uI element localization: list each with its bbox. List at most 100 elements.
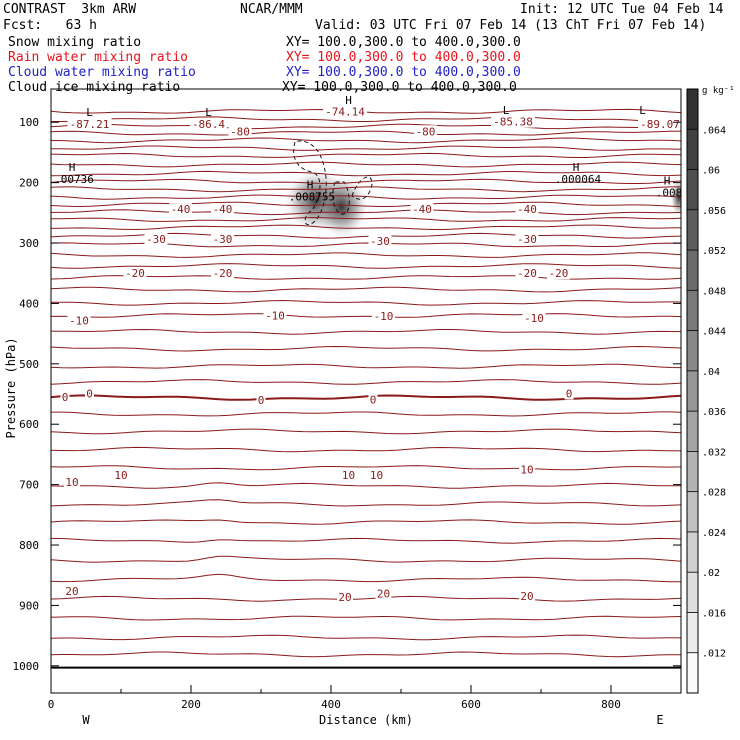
y-tick-label: 500	[19, 358, 39, 371]
contour-label-bg	[564, 387, 574, 400]
temperature-contour	[51, 209, 681, 216]
contour-label: -20	[549, 267, 569, 280]
y-tick-label: 1000	[13, 660, 40, 673]
field-xy-snow: XY= 100.0,300.0 to 400.0,300.0	[286, 35, 521, 50]
contour-label-bg	[547, 267, 570, 280]
contour-label-bg	[515, 232, 539, 245]
contour-label-bg	[375, 587, 392, 600]
temperature-contour	[51, 595, 681, 602]
temperature-contour	[51, 411, 681, 417]
extremum-mark: L	[639, 104, 646, 117]
field-xy-rain: XY= 100.0,300.0 to 400.0,300.0	[286, 50, 521, 65]
temperature-contour	[51, 116, 681, 122]
contour-label: 20	[65, 585, 78, 598]
colorbar-label: .044	[702, 327, 726, 338]
contour-label-bg	[113, 468, 129, 481]
colorbar-segment	[687, 531, 698, 573]
contour-label-bg	[368, 235, 392, 248]
contour-label-bg	[169, 203, 192, 216]
contour-label: 20	[377, 587, 390, 600]
temperature-contour	[51, 394, 681, 401]
colorbar-segment	[687, 209, 698, 251]
field-name-snow: Snow mixing ratio	[8, 35, 142, 50]
contour-label-bg	[414, 125, 437, 138]
x-tick-label: 600	[461, 698, 481, 711]
extremum-mark: H	[664, 174, 671, 187]
contour-label-bg	[323, 105, 367, 118]
colorbar-label: .024	[702, 528, 726, 539]
contour-label-bg	[522, 311, 546, 324]
extremum-mark: H	[69, 161, 76, 174]
forecast-hour: Fcst: 63 h	[3, 18, 97, 33]
x-tick-label: 400	[321, 698, 341, 711]
colorbar-segment	[687, 572, 698, 613]
colorbar-label: .036	[702, 407, 726, 418]
contour-label: -10	[524, 312, 544, 325]
extremum-mark: H	[345, 94, 352, 107]
colorbar-unit: g kg⁻¹	[702, 86, 735, 96]
contour-label: -85.38	[493, 116, 533, 129]
contour-label: -20	[517, 267, 537, 280]
contour-label: -74.14	[325, 105, 365, 118]
colorbar-segment	[687, 491, 698, 532]
colorbar-label: .052	[702, 246, 726, 257]
contour-label: 10	[114, 469, 127, 482]
extremum-mark: L	[86, 106, 93, 119]
extremum-value: .008	[656, 186, 683, 199]
contour-label-bg	[211, 203, 234, 216]
contour-label: -10	[69, 314, 89, 327]
contour-label-bg	[372, 310, 395, 323]
contour-label-bg	[67, 118, 112, 131]
contour-label-bg	[64, 584, 80, 597]
contour-label: 0	[62, 391, 69, 404]
temperature-contour	[51, 615, 681, 621]
temperature-contour	[51, 482, 681, 489]
contour-label-bg	[340, 468, 357, 481]
y-tick-label: 400	[19, 297, 39, 310]
temperature-contour	[51, 130, 681, 136]
temperature-contour	[51, 573, 681, 583]
x-tick-label: 200	[181, 698, 201, 711]
contour-label: -30	[370, 235, 390, 248]
colorbar-label: .04	[702, 367, 720, 378]
temperature-contour	[51, 328, 681, 335]
model-title: CONTRAST 3km ARW	[3, 2, 137, 17]
colorbar-segment	[687, 411, 698, 452]
y-axis-label: Pressure (hPa)	[4, 337, 18, 438]
contour-label-bg	[337, 590, 353, 603]
cloud-ice-contour-upper	[293, 140, 327, 226]
temperature-contour	[51, 152, 681, 158]
contour-label: -40	[517, 203, 537, 216]
contour-label-bg	[144, 232, 168, 245]
colorbar-frame	[686, 88, 699, 694]
contour-label: -40	[412, 203, 432, 216]
temperature-contour	[51, 634, 681, 641]
x-tick-label: 0	[48, 698, 55, 711]
colorbar-label: .016	[702, 608, 726, 619]
contour-label-bg	[228, 125, 252, 138]
contour-label: 10	[370, 469, 383, 482]
y-tick-label: 800	[19, 539, 39, 552]
colorbar-label: .048	[702, 286, 726, 297]
contour-label-bg	[515, 203, 539, 216]
colorbar-label: .028	[702, 488, 726, 499]
colorbar-segment	[687, 89, 698, 130]
colorbar-segment	[687, 330, 698, 371]
contour-label-bg	[67, 314, 91, 327]
temperature-contour	[51, 170, 681, 177]
contour-label-bg	[368, 468, 385, 481]
temperature-contour	[51, 379, 681, 385]
temperature-contour	[51, 216, 681, 222]
field-name-cloudice: Cloud ice mixing ratio	[8, 80, 181, 95]
temperature-contour	[51, 345, 681, 352]
contour-label: 20	[338, 591, 351, 604]
contour-label: -30	[146, 233, 166, 246]
temperature-contour	[51, 299, 681, 306]
contour-label-bg	[263, 309, 287, 322]
temperature-contour	[51, 224, 681, 231]
contour-label-bg	[256, 394, 266, 407]
colorbar-segment	[687, 290, 698, 331]
temperature-contour	[51, 275, 681, 280]
field-name-rain: Rain water mixing ratio	[8, 50, 189, 65]
